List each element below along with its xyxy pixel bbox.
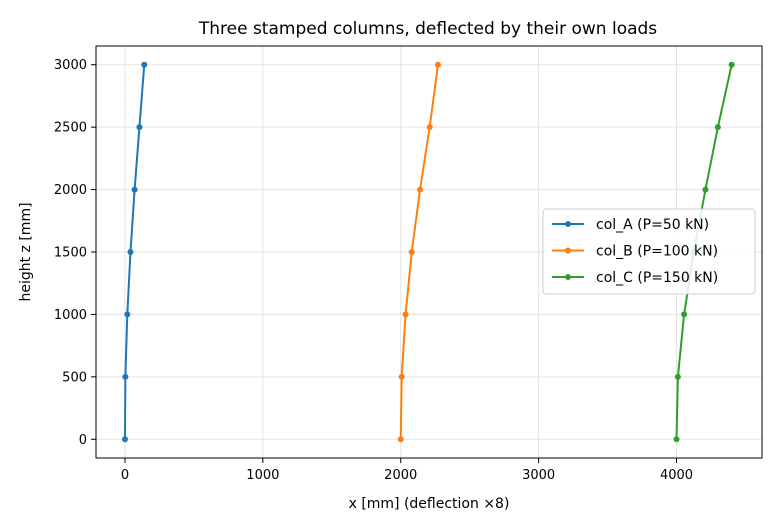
data-point — [136, 124, 143, 131]
x-tick-label: 1000 — [246, 468, 279, 483]
data-point — [702, 186, 709, 193]
y-tick-label: 500 — [62, 370, 87, 385]
y-tick-label: 0 — [79, 433, 87, 448]
legend-item: col_C (P=150 kN) — [552, 270, 718, 286]
data-point — [121, 436, 128, 443]
x-tick-label: 3000 — [522, 468, 555, 483]
legend-label: col_A (P=50 kN) — [596, 217, 709, 233]
data-point — [398, 373, 405, 380]
legend-item: col_B (P=100 kN) — [552, 244, 718, 260]
legend-swatch-marker — [565, 221, 571, 227]
data-point — [681, 311, 688, 318]
y-axis-label: height z [mm] — [18, 202, 34, 301]
legend-swatch-marker — [565, 247, 571, 254]
data-point — [417, 186, 424, 193]
y-tick-label: 1000 — [54, 308, 87, 323]
x-axis-label: x [mm] (deflection ×8) — [349, 496, 510, 512]
data-point — [397, 436, 404, 443]
series-2 — [397, 61, 441, 443]
data-point — [426, 124, 433, 131]
legend: col_A (P=50 kN) col_B (P=100 kN) col_C (P=… — [542, 208, 756, 295]
x-tick-label: 4000 — [660, 468, 693, 483]
data-point — [673, 436, 680, 443]
legend-swatch-marker — [565, 274, 571, 280]
x-tick-label: 0 — [121, 468, 129, 483]
data-point — [434, 61, 441, 68]
data-point — [402, 311, 409, 318]
y-tick-label: 2500 — [54, 121, 87, 136]
x-tick-label: 2000 — [384, 468, 417, 483]
data-point — [131, 186, 138, 193]
data-point — [408, 249, 415, 255]
legend-box — [542, 208, 756, 295]
axis-ticks: 0 1000 2000 3000 4000 0 500 1000 1500 2000 2500 300… — [54, 58, 693, 483]
legend-item: col_A (P=50 kN) — [552, 217, 709, 233]
data-point — [122, 373, 129, 380]
y-tick-label: 3000 — [54, 58, 87, 73]
series-1 — [121, 61, 148, 443]
y-tick-label: 2000 — [54, 183, 87, 198]
data-point — [728, 61, 735, 68]
data-point — [127, 249, 134, 255]
legend-label: col_B (P=100 kN) — [596, 244, 718, 260]
chart-title: Three stamped columns, deflected by thei… — [198, 19, 657, 39]
data-point — [674, 373, 681, 380]
legend-label: col_C (P=150 kN) — [596, 270, 718, 286]
y-tick-label: 1500 — [54, 246, 87, 261]
data-point — [141, 61, 148, 68]
data-point — [714, 124, 721, 131]
data-point — [124, 311, 131, 318]
